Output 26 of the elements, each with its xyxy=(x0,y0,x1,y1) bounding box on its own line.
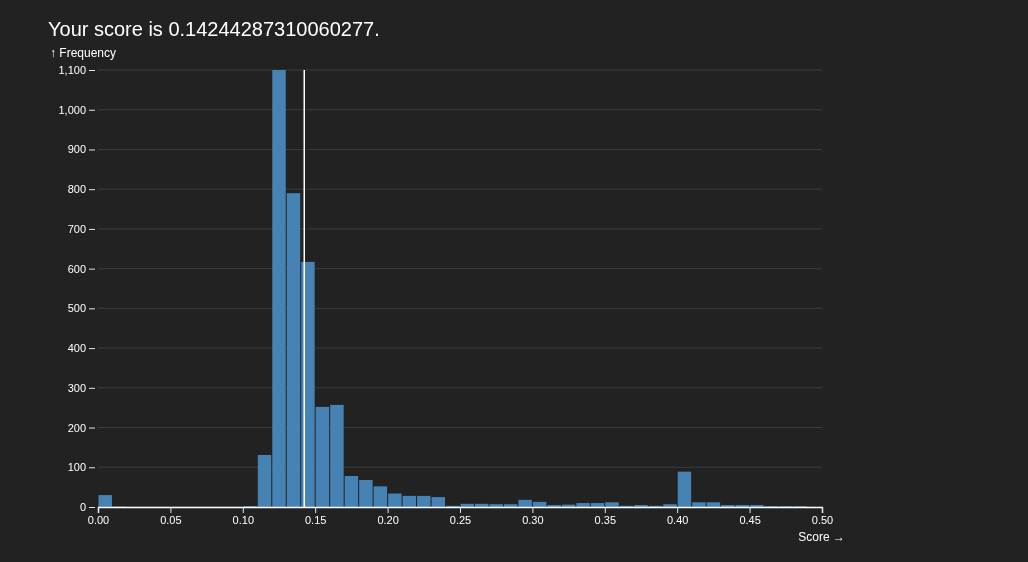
x-tick-label: 0.40 xyxy=(666,513,689,526)
x-tick-label: 0.50 xyxy=(811,513,834,526)
x-tick-label: 0.10 xyxy=(232,513,255,526)
x-tick-label: 0.20 xyxy=(377,513,399,526)
x-axis-title: Score → xyxy=(798,530,845,544)
y-axis-title: ↑ Frequency xyxy=(50,46,117,60)
y-tick-label: 700 xyxy=(67,222,86,235)
x-tick-label: 0.05 xyxy=(160,513,182,526)
y-tick-label: 200 xyxy=(67,421,86,434)
x-tick-label: 0.35 xyxy=(594,513,617,526)
y-tick-label: 500 xyxy=(67,302,86,315)
x-tick-label: 0.00 xyxy=(87,513,110,526)
y-tick-label: 300 xyxy=(67,381,86,394)
x-tick-label: 0.25 xyxy=(449,513,472,526)
y-tick-label: 600 xyxy=(67,262,86,275)
chart-title: Your score is 0.14244287310060277. xyxy=(48,18,380,40)
y-tick-label: 800 xyxy=(67,183,86,196)
x-tick-label: 0.15 xyxy=(304,513,327,526)
y-tick-label: 400 xyxy=(67,342,86,355)
y-tick-label: 1,100 xyxy=(58,64,86,77)
y-tick-label: 1,000 xyxy=(58,103,86,116)
x-tick-label: 0.45 xyxy=(739,513,761,526)
x-tick-label: 0.30 xyxy=(522,513,544,526)
y-tick-label: 100 xyxy=(67,461,86,474)
y-tick-label: 0 xyxy=(79,501,86,514)
y-tick-label: 900 xyxy=(67,143,86,156)
